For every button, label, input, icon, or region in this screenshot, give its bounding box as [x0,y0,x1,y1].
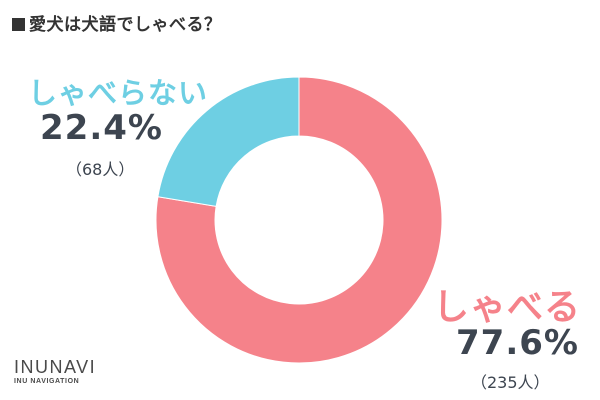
logo-wordmark: INUNAVI [14,357,97,377]
slice-count-speaks: （235人） [471,373,550,392]
donut-slice-speaks [155,76,443,364]
slice-label-speaks: しゃべる [433,287,582,328]
chart-title: 愛犬は犬語でしゃべる？ [12,10,222,35]
inunavi-logo: INUNAVI INU NAVIGATION [14,358,96,385]
slice-count-not-speaks: （68人） [66,160,135,179]
donut-slice-not-speaks [157,76,300,207]
slice-percent-not-speaks: 22.4% [40,108,163,148]
slice-percent-speaks: 77.6% [456,323,579,363]
title-square-icon [12,18,25,31]
chart-title-text: 愛犬は犬語でしゃべる？ [29,15,222,35]
logo-subtitle: INU NAVIGATION [14,378,80,385]
slice-label-not-speaks: しゃべらない [28,76,209,110]
